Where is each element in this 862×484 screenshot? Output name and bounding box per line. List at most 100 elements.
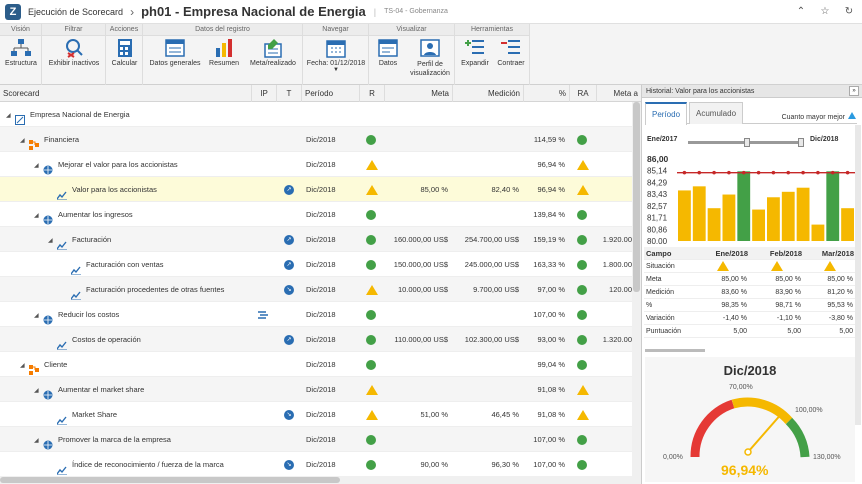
table-row[interactable]: ◢ Mejorar el valor para los accionistas Di… bbox=[0, 152, 632, 177]
trend-down-icon[interactable]: ↘ bbox=[284, 402, 296, 427]
panel-splitter[interactable] bbox=[645, 349, 705, 352]
table-row[interactable]: ◢ Aumentar el market share Dic/2018 91,08 % bbox=[0, 377, 632, 402]
perfil-visualizacion-button[interactable]: Perfil de visualización bbox=[407, 38, 453, 78]
chart-bar[interactable] bbox=[767, 197, 780, 241]
table-row[interactable]: ◢ Empresa Nacional de Energia bbox=[0, 102, 632, 127]
table-row[interactable]: ◢ Financiera Dic/2018 114,59 % bbox=[0, 127, 632, 152]
expand-toggle-icon[interactable]: ◢ bbox=[34, 163, 39, 169]
trend-up-icon[interactable]: ↗ bbox=[284, 252, 296, 277]
trend-up-icon[interactable]: ↗ bbox=[284, 227, 296, 252]
trend-up-icon[interactable]: ↗ bbox=[284, 327, 296, 352]
datos-button[interactable]: Datos bbox=[371, 38, 405, 67]
chart-bar[interactable] bbox=[722, 194, 736, 241]
table-row[interactable]: ◢ Aumentar los ingresos Dic/2018 139,84 % bbox=[0, 202, 632, 227]
table-row[interactable]: Facturación procedentes de otras fuentes… bbox=[0, 277, 632, 302]
refresh-icon[interactable]: ↻ bbox=[844, 5, 854, 17]
expand-toggle-icon[interactable]: ◢ bbox=[20, 363, 25, 369]
resumen-button[interactable]: Resumen bbox=[205, 38, 243, 67]
scorecard-cell[interactable]: ◢ Mejorar el valor para los accionistas bbox=[34, 152, 250, 177]
y-tick-label: 81,71 bbox=[647, 214, 668, 223]
table-row[interactable]: ◢ Facturación ↗ Dic/2018 160.000,00 US$ 254.7… bbox=[0, 227, 632, 252]
table-row[interactable]: Índice de reconocimiento / fuerza de la … bbox=[0, 452, 632, 476]
scorecard-cell[interactable]: ◢ Cliente bbox=[20, 352, 250, 377]
chart-bar[interactable] bbox=[737, 171, 751, 241]
scorecard-cell[interactable]: Market Share bbox=[48, 402, 250, 427]
contraer-button[interactable]: Contraer bbox=[493, 38, 529, 67]
history-field: Puntuación bbox=[646, 328, 682, 335]
scorecard-cell[interactable]: ◢ Reducir los costos bbox=[34, 302, 250, 327]
app-name[interactable]: Ejecución de Scorecard bbox=[28, 6, 124, 17]
collapse-up-icon[interactable]: ⌃ bbox=[796, 5, 806, 17]
scorecard-cell[interactable]: ◢ Aumentar el market share bbox=[34, 377, 250, 402]
fecha-button[interactable]: Fecha: 01/12/2018 ▼ bbox=[305, 38, 367, 73]
meta-realizado-button[interactable]: Meta/realizado bbox=[245, 38, 301, 67]
chart-bar[interactable] bbox=[781, 191, 795, 241]
scorecard-cell[interactable]: ◢ Empresa Nacional de Energia bbox=[6, 102, 250, 127]
scorecard-cell[interactable]: Facturación procedentes de otras fuentes bbox=[62, 277, 250, 302]
trend-down-icon[interactable]: ↘ bbox=[284, 452, 296, 476]
expand-toggle-icon[interactable]: ◢ bbox=[34, 388, 39, 394]
chart-bar[interactable] bbox=[707, 208, 721, 241]
collapse-panel-icon[interactable]: » bbox=[849, 86, 859, 96]
scorecard-cell[interactable]: ◢ Facturación bbox=[48, 227, 250, 252]
ip-icon[interactable] bbox=[258, 302, 272, 327]
scorecard-cell[interactable]: ◢ Aumentar los ingresos bbox=[34, 202, 250, 227]
chart-bar[interactable] bbox=[678, 190, 691, 241]
tab-periodo[interactable]: Período bbox=[645, 102, 688, 125]
history-row: Puntuación 5,00 5,00 5,00 bbox=[644, 325, 857, 338]
slider-knob-start[interactable] bbox=[744, 138, 750, 147]
chart-bar[interactable] bbox=[841, 208, 854, 241]
col-medicion[interactable]: Medición bbox=[453, 85, 524, 102]
expand-toggle-icon[interactable]: ◢ bbox=[6, 113, 11, 119]
col-r[interactable]: R bbox=[360, 85, 385, 102]
scorecard-cell[interactable]: Costos de operación bbox=[48, 327, 250, 352]
trend-up-icon[interactable]: ↗ bbox=[284, 177, 296, 202]
scorecard-cell[interactable]: Índice de reconocimiento / fuerza de la … bbox=[48, 452, 250, 476]
grid-horizontal-scrollbar[interactable] bbox=[0, 476, 641, 484]
panel-scrollbar[interactable] bbox=[855, 125, 861, 425]
table-row[interactable]: ◢ Cliente Dic/2018 99,04 % bbox=[0, 352, 632, 377]
slider-knob-end[interactable] bbox=[798, 138, 804, 147]
table-row[interactable]: Facturación con ventas ↗ Dic/2018 150.000,0… bbox=[0, 252, 632, 277]
chart-bar[interactable] bbox=[811, 224, 825, 241]
col-pct[interactable]: % bbox=[524, 85, 570, 102]
expand-toggle-icon[interactable]: ◢ bbox=[20, 138, 25, 144]
scorecard-cell[interactable]: Valor para los accionistas bbox=[48, 177, 250, 202]
expand-toggle-icon[interactable]: ◢ bbox=[34, 313, 39, 319]
chart-bar[interactable] bbox=[752, 209, 765, 241]
scroll-thumb[interactable] bbox=[633, 102, 640, 292]
expandir-button[interactable]: Expandir bbox=[457, 38, 493, 67]
chart-bar[interactable] bbox=[796, 187, 810, 241]
col-ip[interactable]: IP bbox=[252, 85, 277, 102]
expand-toggle-icon[interactable]: ◢ bbox=[34, 213, 39, 219]
grid-vertical-scrollbar[interactable] bbox=[632, 102, 641, 476]
expand-toggle-icon[interactable]: ◢ bbox=[48, 238, 53, 244]
scorecard-cell[interactable]: Facturación con ventas bbox=[62, 252, 250, 277]
exhibir-inactivos-button[interactable]: Exhibir inactivos bbox=[44, 38, 104, 67]
trend-down-icon[interactable]: ↘ bbox=[284, 277, 296, 302]
table-row[interactable]: ◢ Reducir los costos Dic/2018 107,00 % bbox=[0, 302, 632, 327]
col-ra[interactable]: RA bbox=[570, 85, 597, 102]
scorecard-cell[interactable]: ◢ Promover la marca de la empresa bbox=[34, 427, 250, 452]
star-icon[interactable]: ☆ bbox=[820, 5, 830, 17]
table-row[interactable]: ◢ Promover la marca de la empresa Dic/2018… bbox=[0, 427, 632, 452]
col-t[interactable]: T bbox=[277, 85, 302, 102]
scorecard-cell[interactable]: ◢ Financiera bbox=[20, 127, 250, 152]
col-periodo[interactable]: Período bbox=[302, 85, 360, 102]
slider-track[interactable] bbox=[688, 138, 804, 147]
scroll-thumb[interactable] bbox=[0, 477, 340, 483]
chart-bar[interactable] bbox=[692, 186, 706, 241]
estructura-button[interactable]: Estructura bbox=[2, 38, 40, 67]
datos-generales-button[interactable]: Datos generales bbox=[147, 38, 203, 67]
col-meta-acum[interactable]: Meta a bbox=[613, 89, 638, 98]
col-scorecard[interactable]: Scorecard bbox=[0, 85, 252, 102]
calcular-button[interactable]: Calcular bbox=[108, 38, 141, 67]
tab-acumulado[interactable]: Acumulado bbox=[689, 102, 744, 124]
table-row[interactable]: Market Share ↘ Dic/2018 51,00 % 46,45 % 91,08… bbox=[0, 402, 632, 427]
group-vision: Visión Estructura bbox=[0, 24, 42, 85]
expand-toggle-icon[interactable]: ◢ bbox=[34, 438, 39, 444]
table-row[interactable]: Valor para los accionistas ↗ Dic/2018 85,00… bbox=[0, 177, 632, 202]
col-meta[interactable]: Meta bbox=[385, 85, 453, 102]
table-row[interactable]: Costos de operación ↗ Dic/2018 110.000,00 U… bbox=[0, 327, 632, 352]
chart-bar[interactable] bbox=[826, 171, 840, 241]
